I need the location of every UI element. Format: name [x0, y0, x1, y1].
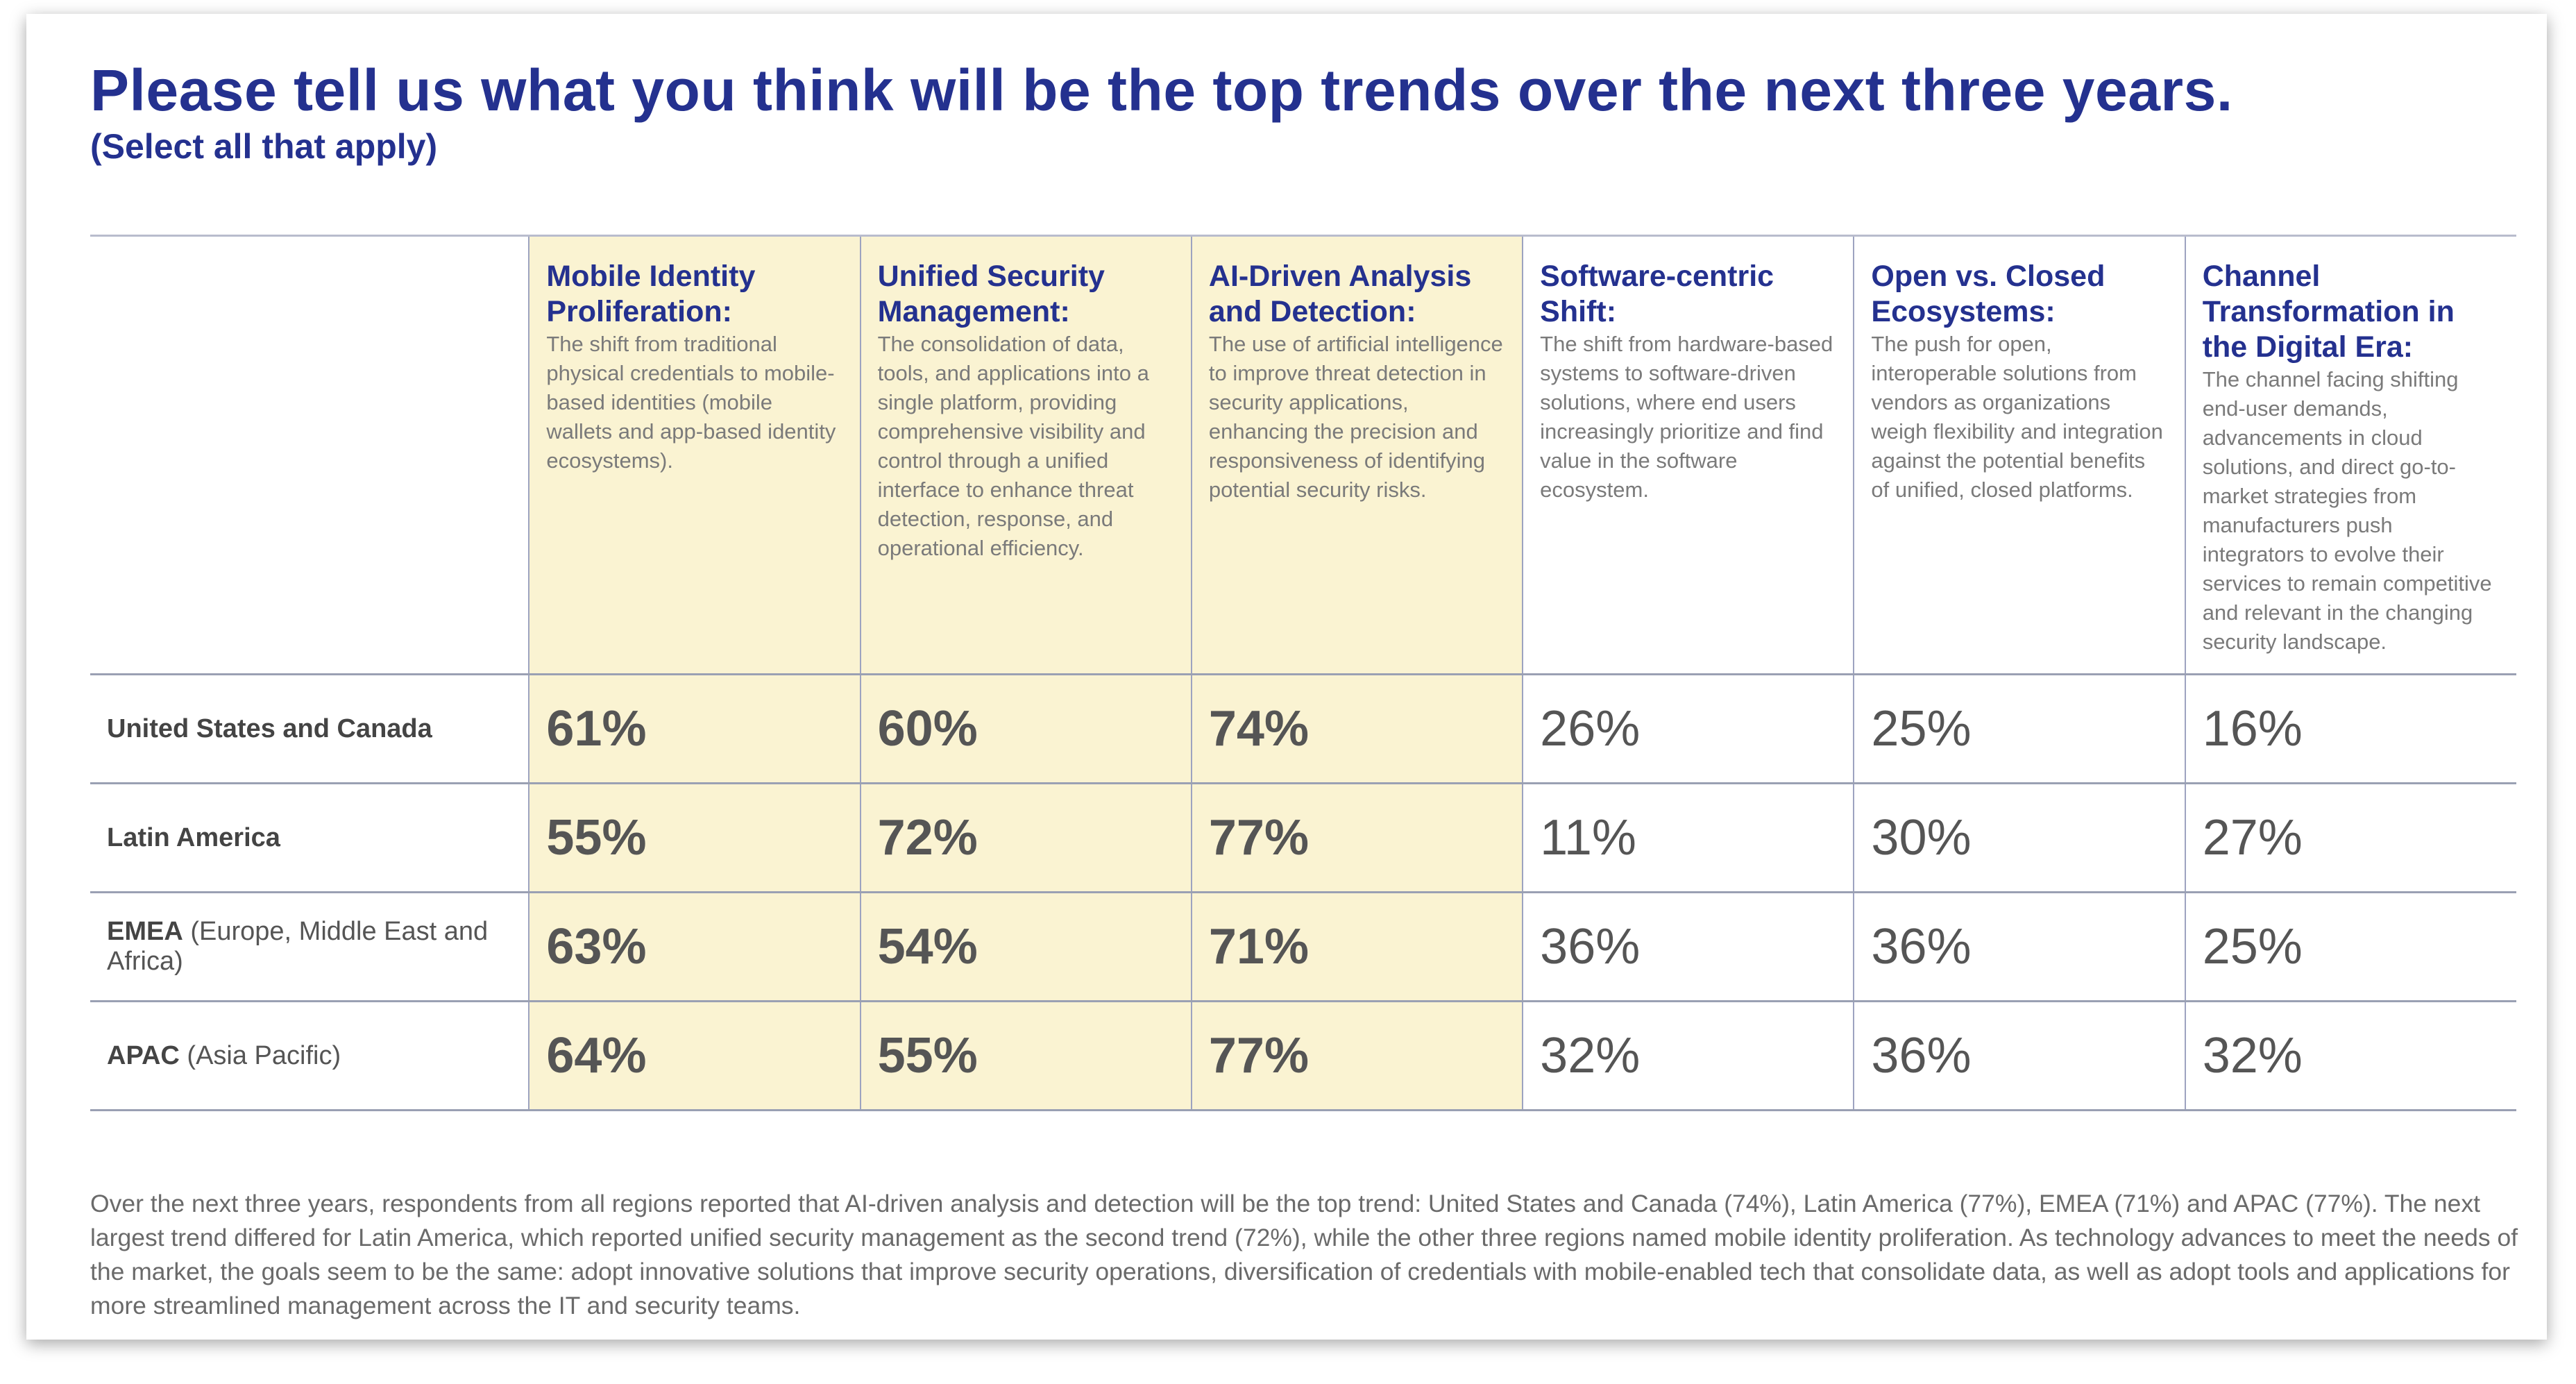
- percent-cell: 64%: [529, 1001, 861, 1111]
- row-label: EMEA (Europe, Middle East and Africa): [90, 892, 530, 1002]
- region-detail: (Asia Pacific): [187, 1040, 341, 1070]
- percent-cell: 36%: [1523, 892, 1855, 1002]
- percent-cell: 27%: [2202, 810, 2303, 866]
- column-title: Channel Transformation in the Digital Er…: [2202, 260, 2455, 364]
- percent-cell: 60%: [860, 674, 1192, 784]
- region-name: APAC: [107, 1040, 180, 1070]
- page-title: Please tell us what you think will be th…: [90, 58, 2233, 123]
- page-subtitle: (Select all that apply): [90, 127, 438, 166]
- table-row: APAC (Asia Pacific) 64% 55% 77% 32% 36% 32%: [90, 1001, 2516, 1111]
- column-description: The shift from hardware-based systems to…: [1540, 332, 1833, 502]
- percent-cell: 74%: [1191, 674, 1524, 784]
- trends-table: Mobile Identity Proliferation: The shift …: [90, 235, 2516, 1111]
- percent-cell: 77%: [1191, 1001, 1524, 1111]
- column-header: Unified Security Management: The consolid…: [860, 235, 1192, 675]
- column-title: Unified Security Management:: [877, 260, 1105, 328]
- table-row: United States and Canada 61% 60% 74% 26% 25% 1…: [90, 674, 2516, 784]
- percent-cell: 55%: [860, 1001, 1192, 1111]
- percent-cell: 25%: [2202, 919, 2303, 974]
- percent-cell: 32%: [2202, 1028, 2303, 1083]
- column-description: The push for open, interoperable solutio…: [1871, 332, 2163, 502]
- percent-cell: 36%: [1854, 892, 2186, 1002]
- percent-cell: 30%: [1854, 783, 2186, 893]
- region-name: United States and Canada: [107, 714, 432, 743]
- table-header-row: Mobile Identity Proliferation: The shift …: [90, 235, 2516, 675]
- percent-cell: 25%: [1854, 674, 2186, 784]
- column-description: The consolidation of data, tools, and ap…: [877, 332, 1149, 560]
- percent-cell: 55%: [529, 783, 861, 893]
- column-description: The use of artificial intelligence to im…: [1208, 332, 1503, 502]
- percent-cell: 61%: [529, 674, 861, 784]
- summary-text: Over the next three years, respondents f…: [90, 1190, 2518, 1319]
- column-title: Mobile Identity Proliferation:: [546, 260, 756, 328]
- percent-cell: 71%: [1191, 892, 1524, 1002]
- row-label: Latin America: [90, 783, 530, 893]
- percent-cell: 72%: [860, 783, 1192, 893]
- table-row: EMEA (Europe, Middle East and Africa) 63%…: [90, 892, 2516, 1002]
- column-header: AI-Driven Analysis and Detection: The use…: [1191, 235, 1524, 675]
- percent-cell: 11%: [1523, 783, 1855, 893]
- percent-cell: 16%: [2202, 701, 2303, 757]
- survey-card: Please tell us what you think will be th…: [26, 14, 2547, 1340]
- row-label: APAC (Asia Pacific): [90, 1001, 530, 1111]
- column-header: Open vs. Closed Ecosystems: The push for …: [1854, 235, 2186, 675]
- column-description: The channel facing shifting end-user dem…: [2202, 367, 2492, 654]
- header-empty-cell: [90, 235, 530, 675]
- percent-cell: 77%: [1191, 783, 1524, 893]
- region-detail: (Europe, Middle East and Africa): [107, 917, 489, 976]
- percent-cell: 54%: [860, 892, 1192, 1002]
- column-title: Software-centric Shift:: [1540, 260, 1774, 328]
- column-header: Software-centric Shift: The shift from ha…: [1523, 235, 1855, 675]
- percent-cell: 63%: [529, 892, 861, 1002]
- column-description: The shift from traditional physical cred…: [546, 332, 836, 473]
- percent-cell: 36%: [1854, 1001, 2186, 1111]
- percent-cell: 26%: [1523, 674, 1855, 784]
- region-name: EMEA: [107, 917, 183, 946]
- percent-cell: 32%: [1523, 1001, 1855, 1111]
- column-header: Mobile Identity Proliferation: The shift …: [529, 235, 861, 675]
- column-title: Open vs. Closed Ecosystems:: [1871, 260, 2105, 328]
- row-label: United States and Canada: [90, 674, 530, 784]
- column-title: AI-Driven Analysis and Detection:: [1208, 260, 1472, 328]
- region-name: Latin America: [107, 822, 280, 852]
- column-header: Channel Transformation in the Digital Er…: [2185, 236, 2516, 675]
- table-row: Latin America 55% 72% 77% 11% 30% 27%: [90, 783, 2516, 893]
